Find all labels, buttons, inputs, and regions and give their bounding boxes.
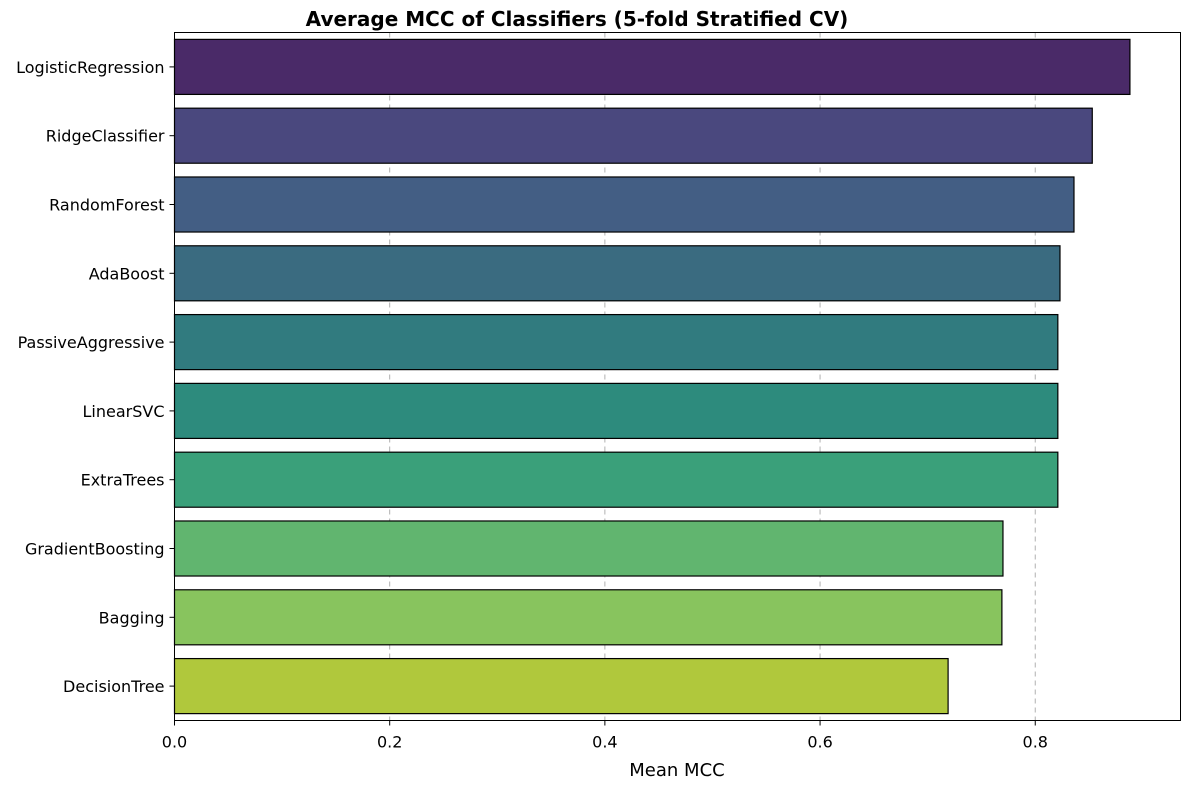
y-tick-label: Bagging (99, 608, 165, 627)
y-tick-label: RidgeClassifier (46, 127, 165, 146)
bar (173, 245, 1061, 302)
bar (173, 657, 949, 715)
y-tick-label: RandomForest (49, 196, 164, 215)
x-tick-label: 0.8 (1023, 733, 1048, 752)
axes-frame (174, 32, 1181, 721)
bar (173, 451, 1059, 508)
y-tick-labels: LogisticRegression RidgeClassifier RandomF… (16, 58, 175, 696)
chart-title: Average MCC of Classifiers (5-fold Strat… (306, 7, 849, 31)
y-tick-label: PassiveAggressive (18, 333, 165, 352)
y-tick-label: LinearSVC (83, 402, 165, 421)
x-axis-label: Mean MCC (629, 760, 724, 781)
y-tick-label: DecisionTree (63, 677, 164, 696)
bar (173, 107, 1093, 164)
grid-lines (389, 32, 1036, 721)
x-tick-label: 0.2 (377, 733, 402, 752)
x-tick-label: 0.4 (592, 733, 617, 752)
bar (173, 38, 1131, 96)
bars (173, 38, 1131, 715)
x-tick-labels: 0.0 0.2 0.4 0.6 0.8 (162, 720, 1048, 752)
bar (173, 382, 1059, 440)
y-tick-label: LogisticRegression (16, 58, 164, 77)
bar (173, 589, 1003, 646)
y-tick-label: GradientBoosting (25, 540, 165, 559)
bar (173, 520, 1004, 577)
y-tick-label: ExtraTrees (81, 471, 165, 490)
y-tick-label: AdaBoost (89, 264, 165, 283)
x-tick-label: 0.0 (162, 733, 187, 752)
bar (173, 313, 1059, 371)
x-tick-label: 0.6 (807, 733, 832, 752)
bar (173, 176, 1075, 233)
